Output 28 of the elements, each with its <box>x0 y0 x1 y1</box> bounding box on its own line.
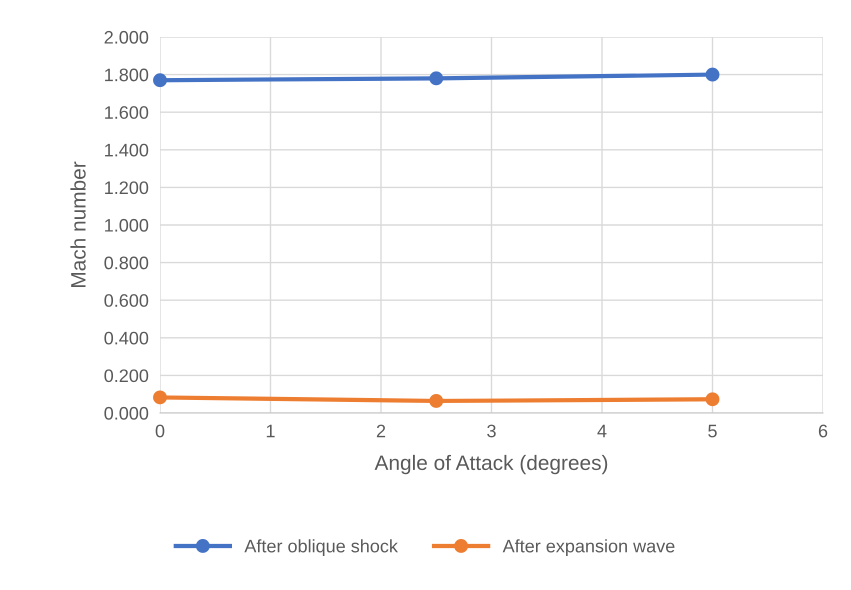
x-tick-label: 4 <box>597 424 606 438</box>
point <box>706 68 720 82</box>
point <box>153 390 167 404</box>
point <box>706 392 720 406</box>
y-tick-label: 1.200 <box>105 181 148 194</box>
x-tick-label: 1 <box>266 424 275 438</box>
y-tick-label: 0.400 <box>104 332 148 345</box>
y-tick-label: 0.200 <box>104 369 148 382</box>
x-tick-label: 5 <box>708 424 717 438</box>
y-tick-label: 1.800 <box>105 68 148 82</box>
x-axis-title: Angle of Attack (degrees) <box>374 454 608 474</box>
x-tick-label: 6 <box>818 424 828 438</box>
x-tick-label: 3 <box>487 424 496 438</box>
y-tick-label: 0.000 <box>104 406 148 420</box>
y-tick-label: 0.600 <box>104 294 148 307</box>
y-axis-title: Mach number <box>70 162 86 287</box>
y-tick-label: 0.800 <box>104 256 148 270</box>
legend-label: After oblique shock <box>244 539 398 556</box>
y-tick-label: 1.000 <box>105 218 148 232</box>
x-tick-label: 0 <box>156 424 164 438</box>
point <box>153 73 167 88</box>
legend-label: After expansion wave <box>502 539 674 556</box>
x-tick-label: 2 <box>376 424 386 438</box>
y-tick-label: 1.400 <box>105 144 148 157</box>
point <box>429 394 444 408</box>
point <box>429 71 444 86</box>
y-tick-label: 1.600 <box>105 106 148 119</box>
y-tick-label: 2.000 <box>104 30 148 44</box>
